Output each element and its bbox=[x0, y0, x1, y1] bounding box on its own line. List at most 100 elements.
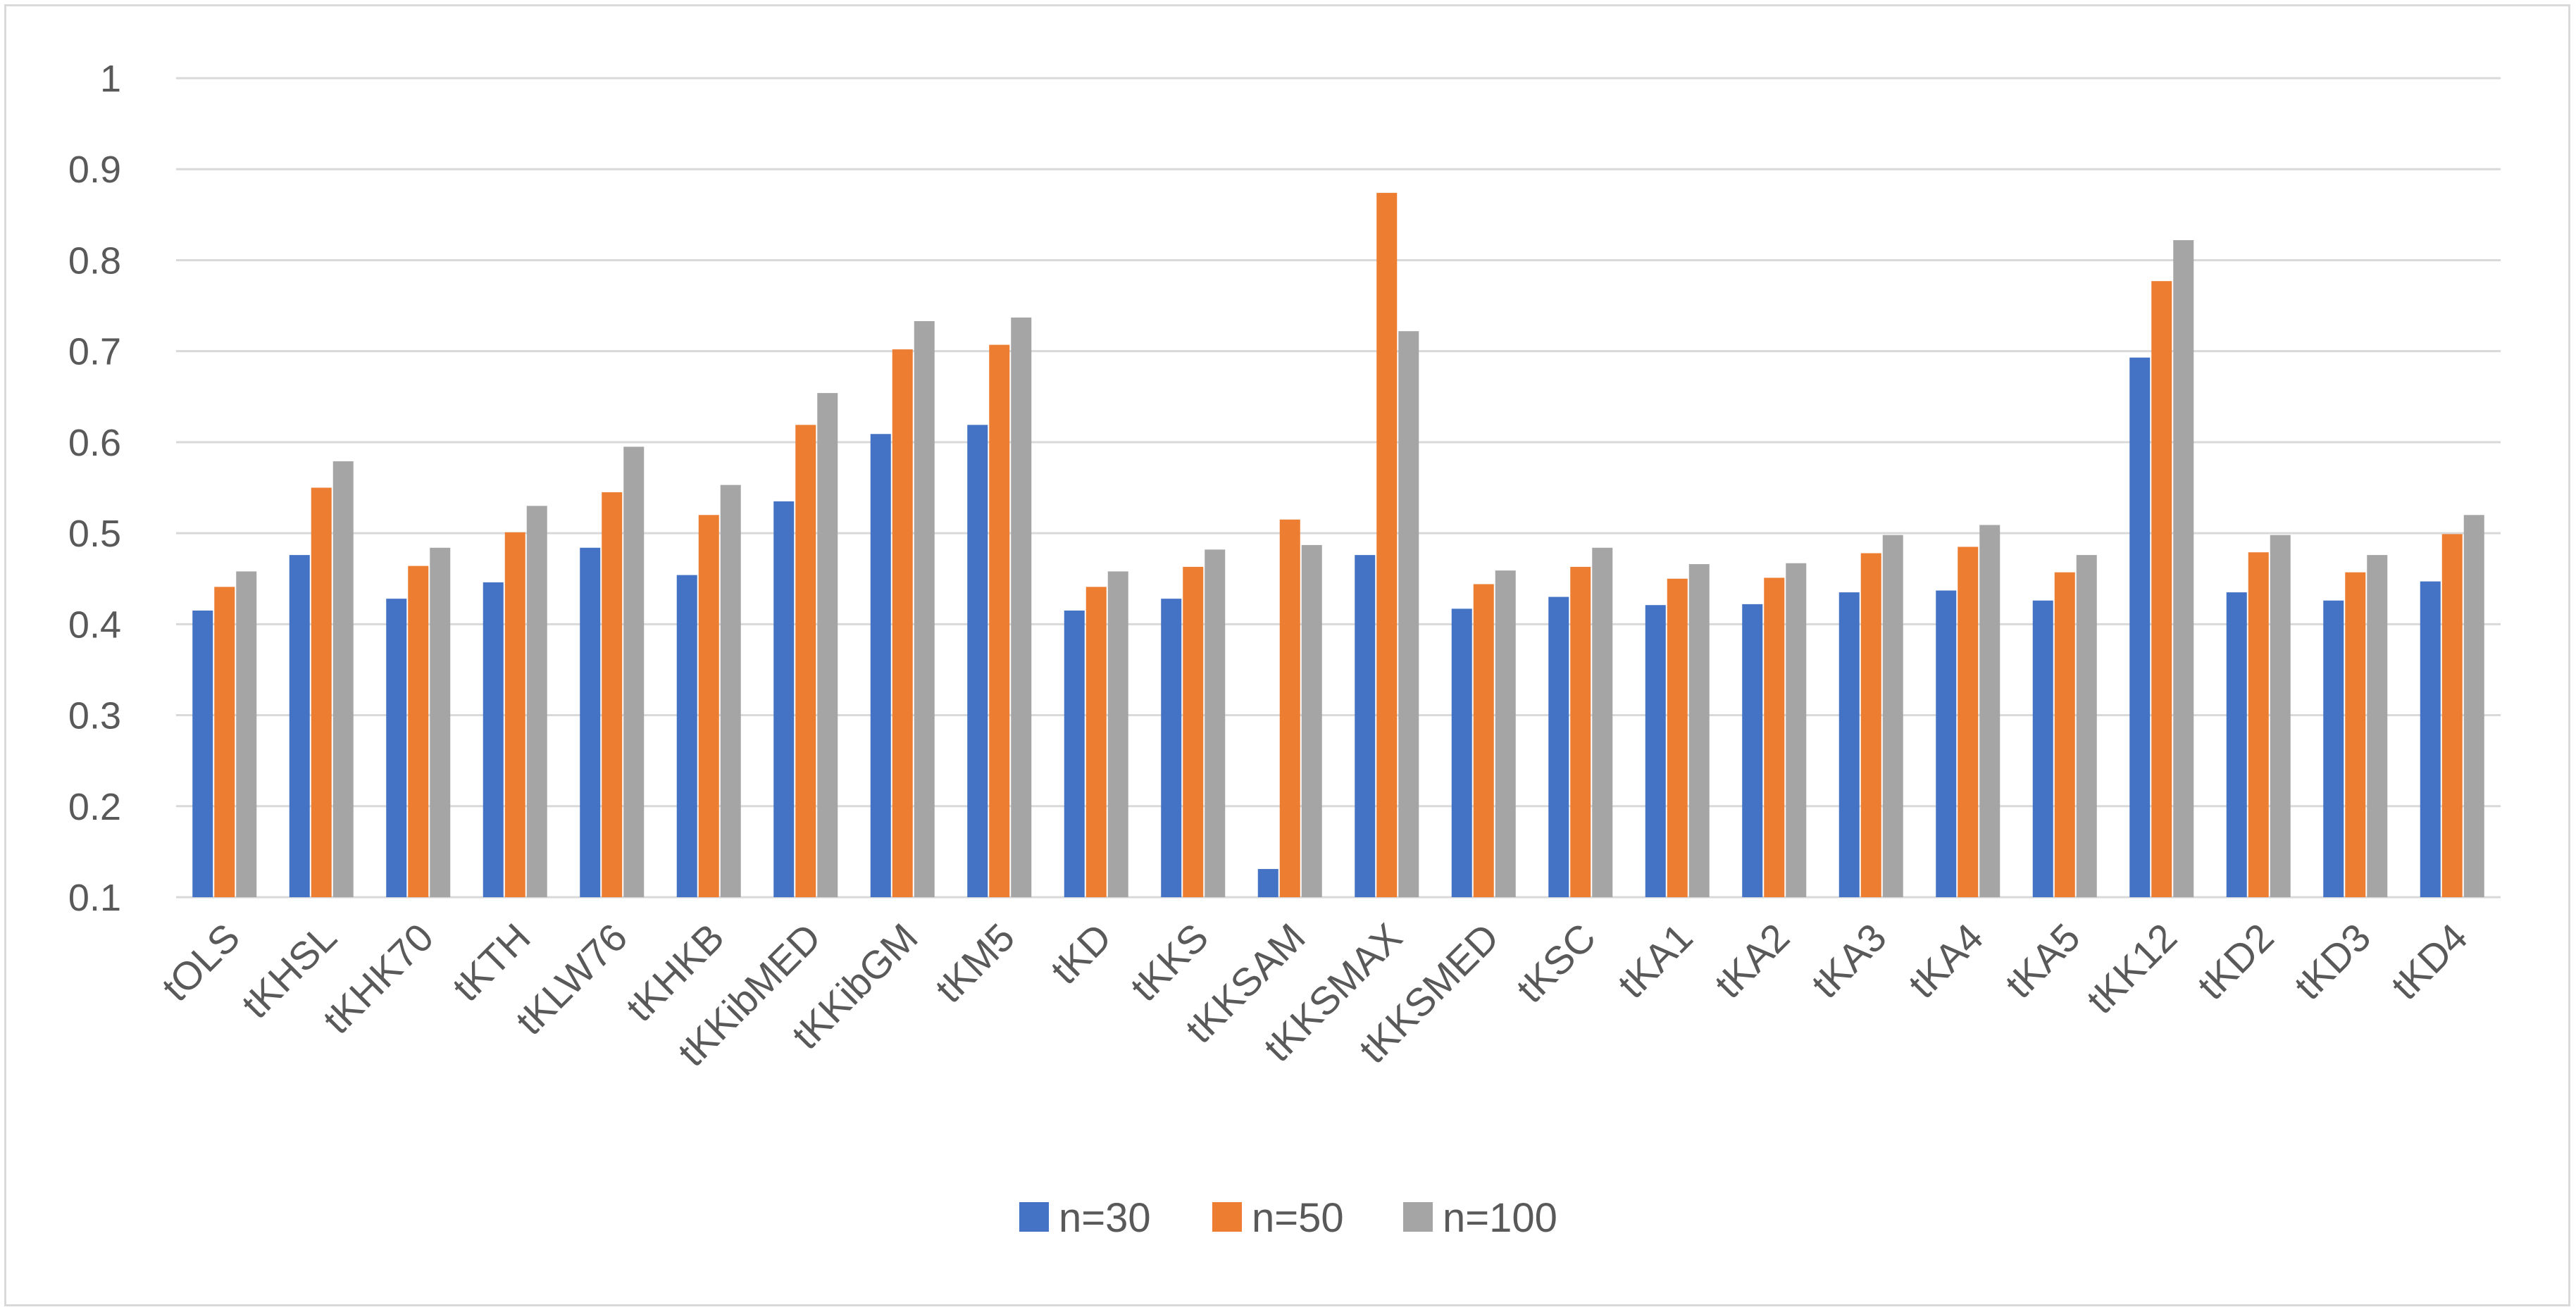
y-tick-label: 1 bbox=[100, 58, 121, 100]
bar-n=50-tKKSMAX bbox=[1376, 192, 1398, 897]
bar-n=50-tKKSMED bbox=[1473, 584, 1494, 897]
bar-n=30-tKHSL bbox=[289, 555, 310, 897]
y-tick-label: 0.7 bbox=[68, 331, 121, 373]
bar-n=50-tKTH bbox=[504, 532, 525, 897]
x-tick-label: tKD4 bbox=[2382, 915, 2476, 1008]
bar-n=30-tKLW76 bbox=[580, 547, 601, 897]
bar-n=30-tKKSAM bbox=[1257, 868, 1278, 897]
bar-n=30-tKD bbox=[1064, 610, 1085, 897]
bar-n=30-tOLS bbox=[192, 610, 213, 897]
x-tick-label: tKHK70 bbox=[314, 915, 442, 1042]
y-tick-label: 0.8 bbox=[68, 239, 121, 282]
bar-n=50-tKA1 bbox=[1667, 578, 1688, 897]
x-tick-label: tKD bbox=[1042, 915, 1120, 993]
bar-n=100-tKKibMED bbox=[817, 393, 838, 897]
bar-n=100-tKA4 bbox=[1979, 525, 2001, 897]
y-tick-label: 0.2 bbox=[68, 786, 121, 828]
bar-n=100-tKD bbox=[1107, 571, 1128, 897]
gridlines bbox=[176, 77, 2501, 899]
bar-n=30-tKM5 bbox=[967, 425, 988, 897]
bar-n=50-tKA3 bbox=[1860, 553, 1881, 897]
legend-swatch-n=30 bbox=[1019, 1202, 1049, 1232]
bar-n=100-tKM5 bbox=[1011, 317, 1032, 897]
bar-n=50-tKA4 bbox=[1958, 546, 1979, 897]
bar-n=100-tKKSAM bbox=[1301, 544, 1322, 897]
bar-n=30-tKK12 bbox=[2129, 357, 2151, 897]
bar-n=50-tKD3 bbox=[2345, 572, 2366, 897]
bar-n=30-tKD3 bbox=[2323, 600, 2344, 897]
bar-n=100-tKHKB bbox=[720, 485, 741, 897]
bar-n=30-tKKibGM bbox=[870, 434, 891, 897]
bar-n=100-tOLS bbox=[236, 571, 257, 897]
y-tick-label: 0.4 bbox=[68, 604, 121, 646]
y-axis-tick-labels: 0.1 0.2 0.3 0.4 0.5 0.6 0.7 0.8 0.9 1 bbox=[68, 58, 121, 919]
bar-n=50-tKM5 bbox=[989, 344, 1010, 898]
bar-n=100-tKA5 bbox=[2076, 555, 2097, 897]
bar-n=50-tKK12 bbox=[2151, 281, 2172, 898]
bar-n=50-tOLS bbox=[214, 587, 235, 897]
x-tick-label: tKSC bbox=[1507, 915, 1604, 1011]
bar-n=100-tKKSMED bbox=[1495, 570, 1516, 897]
bar-n=30-tKA5 bbox=[2032, 600, 2053, 897]
bar-n=100-tKA1 bbox=[1688, 564, 1710, 897]
bar-n=50-tKD4 bbox=[2441, 534, 2463, 897]
bar-n=100-tKKibGM bbox=[914, 321, 935, 898]
bar-n=100-tKHSL bbox=[332, 461, 354, 897]
x-tick-label: tKA3 bbox=[1803, 915, 1894, 1006]
bar-n=30-tKA3 bbox=[1838, 592, 1860, 897]
bar-n=50-tKD2 bbox=[2248, 552, 2269, 897]
x-tick-label: tKD3 bbox=[2286, 915, 2379, 1008]
bar-n=100-tKKS bbox=[1205, 549, 1226, 897]
x-tick-label: tKA1 bbox=[1609, 915, 1700, 1006]
x-tick-label: tKM5 bbox=[926, 915, 1023, 1011]
bar-n=30-tKHK70 bbox=[386, 599, 407, 897]
x-tick-label: tKD2 bbox=[2189, 915, 2282, 1008]
bar-n=30-tKA1 bbox=[1645, 605, 1666, 897]
bar-n=50-tKLW76 bbox=[602, 492, 623, 897]
bar-n=100-tKD3 bbox=[2367, 555, 2388, 897]
bar-n=100-tKD2 bbox=[2270, 535, 2291, 897]
x-tick-label: tKK12 bbox=[2078, 915, 2185, 1022]
bar-n=30-tKTH bbox=[483, 582, 504, 897]
bar-n=50-tKKibGM bbox=[892, 349, 913, 897]
bar-n=30-tKD2 bbox=[2226, 592, 2247, 897]
bar-n=30-tKA4 bbox=[1936, 590, 1957, 897]
y-tick-label: 0.1 bbox=[68, 877, 121, 919]
legend-label: n=50 bbox=[1252, 1195, 1344, 1241]
bars bbox=[192, 192, 2484, 898]
bar-n=50-tKKSAM bbox=[1279, 519, 1300, 897]
bar-n=100-tKHK70 bbox=[430, 547, 451, 897]
bar-n=100-tKA2 bbox=[1786, 563, 1807, 897]
y-tick-label: 0.3 bbox=[68, 695, 121, 737]
bar-n=50-tKHSL bbox=[311, 487, 332, 897]
bar-n=30-tKSC bbox=[1548, 596, 1569, 897]
bar-n=30-tKKibMED bbox=[773, 501, 795, 897]
bar-n=50-tKA5 bbox=[2054, 572, 2075, 897]
bar-n=50-tKSC bbox=[1570, 566, 1591, 897]
bar-n=100-tKA3 bbox=[1882, 535, 1903, 897]
bar-n=50-tKHK70 bbox=[408, 566, 429, 897]
bar-n=50-tKA2 bbox=[1764, 577, 1785, 897]
bar-n=100-tKTH bbox=[526, 506, 547, 897]
bar-n=30-tKHKB bbox=[676, 575, 697, 897]
bar-n=30-tKD4 bbox=[2420, 581, 2441, 897]
bar-n=30-tKKS bbox=[1161, 599, 1182, 897]
bar-n=100-tKSC bbox=[1592, 547, 1613, 897]
x-tick-label: tKA4 bbox=[1900, 915, 1991, 1006]
bar-n=100-tKK12 bbox=[2173, 240, 2194, 897]
bar-n=30-tKA2 bbox=[1742, 604, 1763, 897]
y-tick-label: 0.6 bbox=[68, 422, 121, 464]
bar-n=50-tKKS bbox=[1183, 566, 1204, 897]
bar-n=50-tKHKB bbox=[698, 515, 719, 897]
legend-label: n=30 bbox=[1059, 1195, 1151, 1241]
y-tick-label: 0.9 bbox=[68, 149, 121, 191]
x-tick-label: tKA5 bbox=[1996, 915, 2088, 1006]
legend-label: n=100 bbox=[1443, 1195, 1557, 1241]
legend: n=30 n=50 n=100 bbox=[1019, 1195, 1557, 1241]
bar-n=100-tKD4 bbox=[2463, 515, 2484, 897]
bar-n=50-tKD bbox=[1085, 587, 1107, 897]
legend-swatch-n=50 bbox=[1212, 1202, 1242, 1232]
y-tick-label: 0.5 bbox=[68, 513, 121, 555]
legend-swatch-n=100 bbox=[1403, 1202, 1433, 1232]
